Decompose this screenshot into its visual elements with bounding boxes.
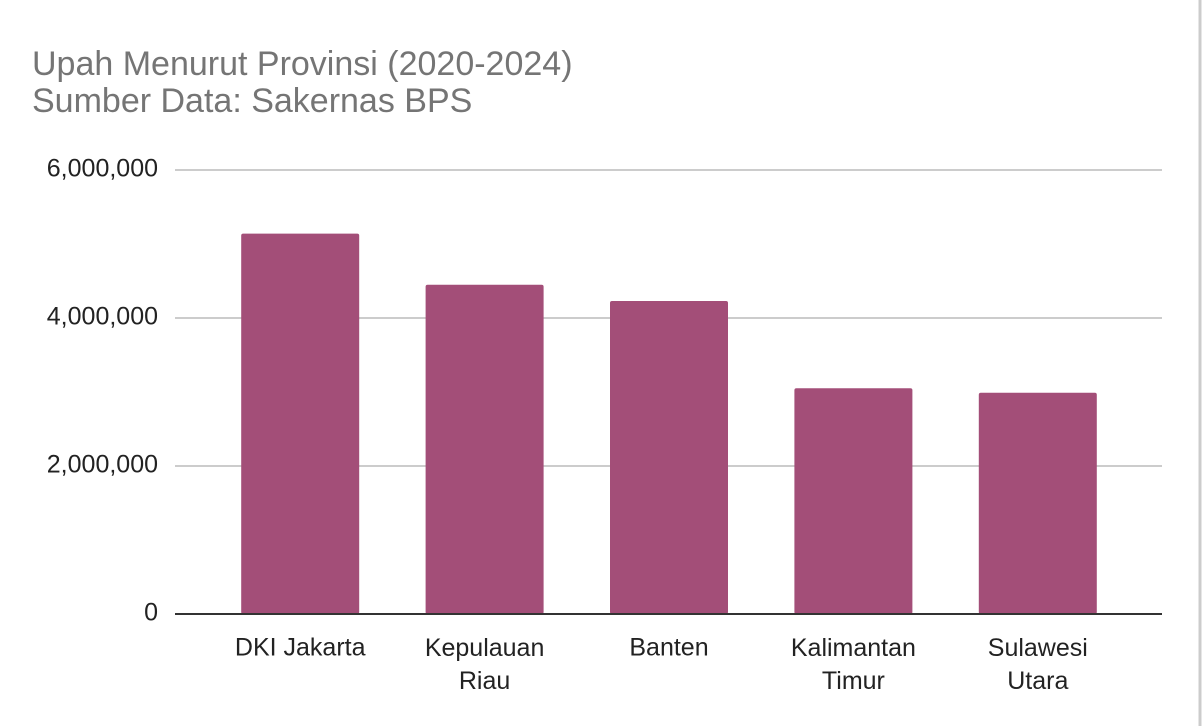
x-tick-label: DKI Jakarta — [235, 634, 366, 662]
bar — [794, 388, 913, 614]
x-tick-label: Banten — [629, 634, 708, 662]
x-tick-label: Sulawesi Utara — [988, 634, 1088, 695]
y-tick-label: 4,000,000 — [47, 303, 158, 331]
chart-title: Upah Menurut Provinsi (2020-2024) — [32, 45, 573, 83]
x-tick-label: Kalimantan Timur — [791, 634, 916, 695]
chart-subtitle: Sumber Data: Sakernas BPS — [32, 82, 472, 120]
bar — [978, 392, 1097, 614]
bar — [241, 233, 360, 614]
bar — [425, 284, 544, 614]
x-tick-label: Kepulauan Riau — [425, 634, 545, 695]
bar — [610, 300, 728, 614]
y-tick-label: 6,000,000 — [47, 155, 158, 183]
y-tick-label: 2,000,000 — [47, 451, 158, 479]
y-tick-label: 0 — [144, 599, 158, 627]
